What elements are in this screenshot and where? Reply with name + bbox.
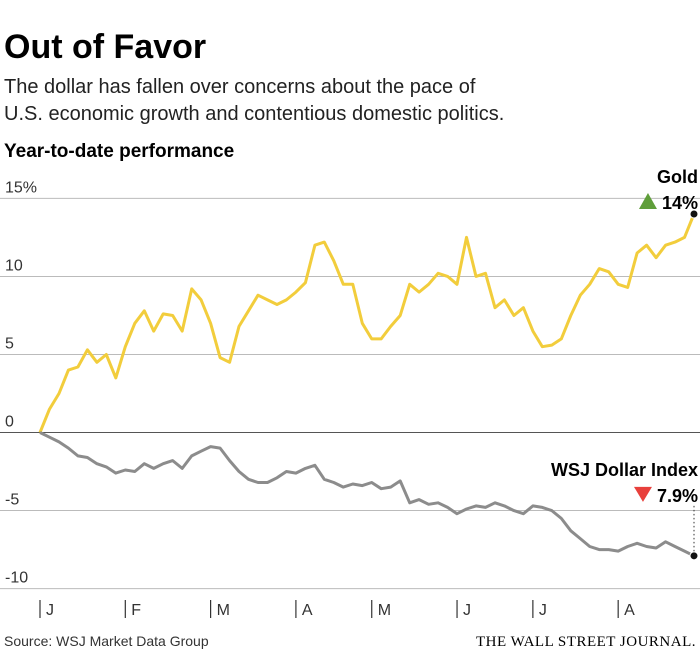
y-axis-label: Year-to-date performance (4, 141, 234, 162)
y-tick-label: -5 (5, 492, 19, 509)
end-label: 7.9% (657, 486, 698, 506)
end-dot (689, 209, 699, 219)
direction-arrow (638, 193, 657, 209)
x-tick-label: M (217, 602, 230, 619)
chart-title: Out of Favor (4, 28, 206, 66)
x-tick-label: F (131, 602, 141, 619)
y-tick-label: 10 (5, 257, 23, 274)
x-tick-label: J (46, 602, 54, 619)
x-tick-label: A (302, 602, 313, 619)
y-tick-label: -10 (5, 570, 28, 587)
y-tick-label: 0 (5, 414, 14, 431)
x-tick-label: M (378, 602, 391, 619)
x-tick-label: A (624, 602, 635, 619)
end-dot (689, 551, 699, 561)
y-tick-label: 5 (5, 335, 14, 352)
end-label: 14% (662, 193, 698, 213)
series-name: Gold (657, 167, 698, 187)
series-line (39, 431, 695, 558)
y-tick-label: 15% (5, 179, 37, 196)
direction-arrow (633, 486, 652, 502)
source: Source: WSJ Market Data Group (4, 633, 209, 649)
series-name: WSJ Dollar Index (551, 460, 698, 480)
subtitle: U.S. economic growth and contentious dom… (4, 103, 504, 125)
credit: THE WALL STREET JOURNAL. (476, 634, 696, 650)
series-line (38, 213, 696, 434)
x-tick-label: J (539, 602, 547, 619)
x-tick-label: J (463, 602, 471, 619)
subtitle: The dollar has fallen over concerns abou… (4, 76, 476, 98)
